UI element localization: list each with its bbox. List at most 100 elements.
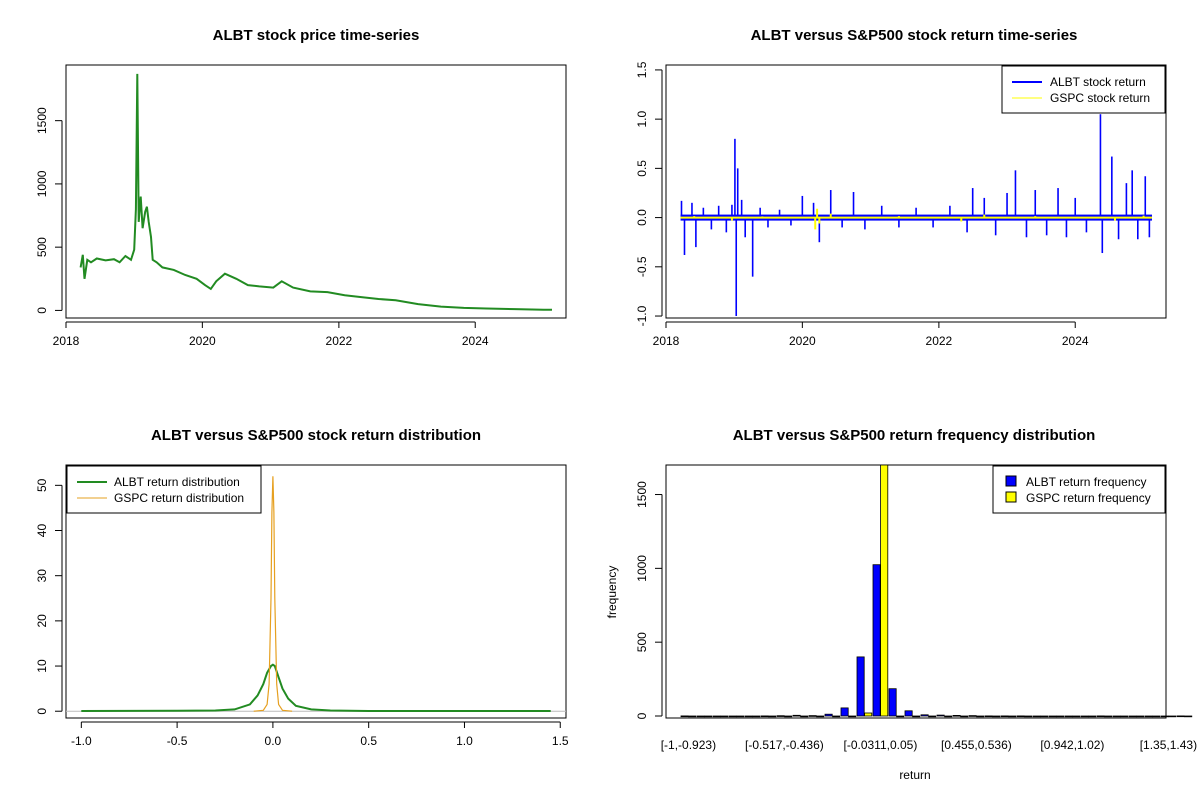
chart-title: ALBT versus S&P500 stock return distribu… <box>151 427 481 444</box>
x-tick-label: 0.0 <box>265 734 282 748</box>
y-tick-label: 500 <box>35 237 49 257</box>
panel-frequency-distribution: ALBT versus S&P500 return frequency dist… <box>605 427 1197 782</box>
gspc-frequency-bar <box>720 715 729 718</box>
x-tick-label: [1.35,1.43) <box>1140 738 1197 752</box>
gspc-frequency-bar <box>848 715 857 718</box>
gspc-frequency-bar <box>736 715 745 718</box>
gspc-frequency-bar <box>1184 715 1193 718</box>
y-tick-label: -1.0 <box>635 305 649 326</box>
albt-frequency-bar <box>1144 715 1153 718</box>
albt-frequency-bar <box>680 715 689 718</box>
gspc-frequency-bar <box>1168 715 1177 718</box>
albt-frequency-bar <box>1000 715 1009 718</box>
albt-frequency-bar <box>1064 715 1073 718</box>
albt-frequency-bar <box>792 714 801 717</box>
albt-density-line <box>81 663 551 712</box>
albt-frequency-bar <box>1112 715 1121 718</box>
plot-frame <box>665 464 1167 719</box>
axes: -1.0 -0.5 0.0 0.5 1.0 1.5 0 10 20 30 40 50 <box>35 478 569 748</box>
y-tick-label: 10 <box>35 659 49 673</box>
albt-frequency-bar <box>808 715 817 717</box>
albt-frequency-bar <box>1016 715 1025 718</box>
gspc-frequency-bar <box>1056 715 1065 718</box>
gspc-frequency-bar <box>880 464 889 717</box>
x-tick-label: 2024 <box>1062 334 1089 348</box>
y-tick-label: 1.5 <box>635 61 649 78</box>
x-tick-label: -0.5 <box>167 734 188 748</box>
gspc-frequency-bar <box>768 715 777 718</box>
gspc-frequency-bar <box>1104 715 1113 718</box>
albt-frequency-bar <box>1080 715 1089 718</box>
y-tick-label: 0.5 <box>635 160 649 177</box>
gspc-frequency-bar <box>704 715 713 718</box>
x-tick-label: 0.5 <box>360 734 377 748</box>
gspc-frequency-bar <box>1040 715 1049 718</box>
albt-frequency-bar <box>920 714 929 717</box>
x-tick-label: [0.942,1.02) <box>1040 738 1104 752</box>
y-tick-label: 1500 <box>635 481 649 508</box>
albt-frequency-bar <box>712 715 721 718</box>
y-tick-label: 1.0 <box>635 110 649 127</box>
albt-frequency-bar <box>904 710 913 717</box>
chart-title: ALBT versus S&P500 stock return time-ser… <box>751 27 1078 44</box>
y-tick-label: 0 <box>35 708 49 715</box>
gspc-frequency-bar <box>1072 715 1081 718</box>
x-tick-label: 2024 <box>462 334 489 348</box>
data-layer <box>79 73 553 311</box>
gspc-frequency-bar <box>1120 715 1129 718</box>
albt-frequency-bar <box>840 707 849 717</box>
panel-return-timeseries: ALBT versus S&P500 stock return time-ser… <box>635 27 1167 348</box>
x-axis-label: return <box>899 768 930 782</box>
data-layer <box>66 476 566 712</box>
gspc-frequency-bar <box>896 715 905 718</box>
chart-title: ALBT versus S&P500 return frequency dist… <box>733 427 1096 444</box>
legend: ALBT return frequency GSPC return freque… <box>992 465 1166 514</box>
legend-label: ALBT return frequency <box>1026 475 1147 489</box>
x-tick-label: -1.0 <box>71 734 92 748</box>
y-axis-label: frequency <box>605 566 619 619</box>
albt-frequency-bar <box>856 656 865 717</box>
legend: ALBT stock return GSPC stock return <box>1001 65 1166 114</box>
axes: 2018 2020 2022 2024 0 500 1000 1500 <box>35 107 489 348</box>
y-tick-label: 500 <box>635 632 649 652</box>
legend-label: ALBT return distribution <box>114 475 240 489</box>
gspc-frequency-bar <box>1008 715 1017 718</box>
albt-frequency-bar <box>1048 715 1057 718</box>
panel-price-timeseries: ALBT stock price time-series 2018 2020 202… <box>35 27 567 348</box>
y-tick-label: -0.5 <box>635 256 649 277</box>
gspc-density-line <box>253 476 293 712</box>
y-tick-label: 1000 <box>635 555 649 582</box>
gspc-frequency-bar <box>800 715 809 718</box>
gspc-frequency-bar <box>944 715 953 718</box>
plot-frame <box>65 464 567 719</box>
legend-label: GSPC return frequency <box>1026 491 1151 505</box>
albt-frequency-bar <box>776 715 785 717</box>
x-tick-label: 2020 <box>189 334 216 348</box>
gspc-frequency-bar <box>1024 715 1033 718</box>
albt-frequency-bar <box>1160 715 1169 718</box>
x-tick-label: 1.0 <box>456 734 473 748</box>
gspc-frequency-bar <box>912 715 921 718</box>
gspc-frequency-bar <box>1088 715 1097 718</box>
albt-frequency-bar <box>936 714 945 717</box>
x-tick-label: 2022 <box>926 334 953 348</box>
gspc-frequency-bar <box>832 715 841 718</box>
y-tick-label: 20 <box>35 614 49 628</box>
gspc-frequency-bar <box>1136 715 1145 718</box>
legend-box <box>992 465 1166 514</box>
x-tick-label: 2022 <box>326 334 353 348</box>
plot-frame <box>665 64 1167 319</box>
albt-frequency-bar <box>1096 715 1105 718</box>
gspc-frequency-bar <box>976 715 985 718</box>
y-tick-label: 50 <box>35 478 49 492</box>
chart-title: ALBT stock price time-series <box>213 27 420 44</box>
albt-frequency-bar <box>760 715 769 718</box>
y-tick-label: 0.0 <box>635 209 649 226</box>
gspc-frequency-bar <box>928 715 937 718</box>
y-tick-label: 30 <box>35 569 49 583</box>
panel-return-distribution: ALBT versus S&P500 stock return distribu… <box>35 427 569 748</box>
data-layer <box>680 464 1193 718</box>
albt-frequency-bar <box>1176 715 1185 718</box>
legend-label: GSPC return distribution <box>114 491 244 505</box>
